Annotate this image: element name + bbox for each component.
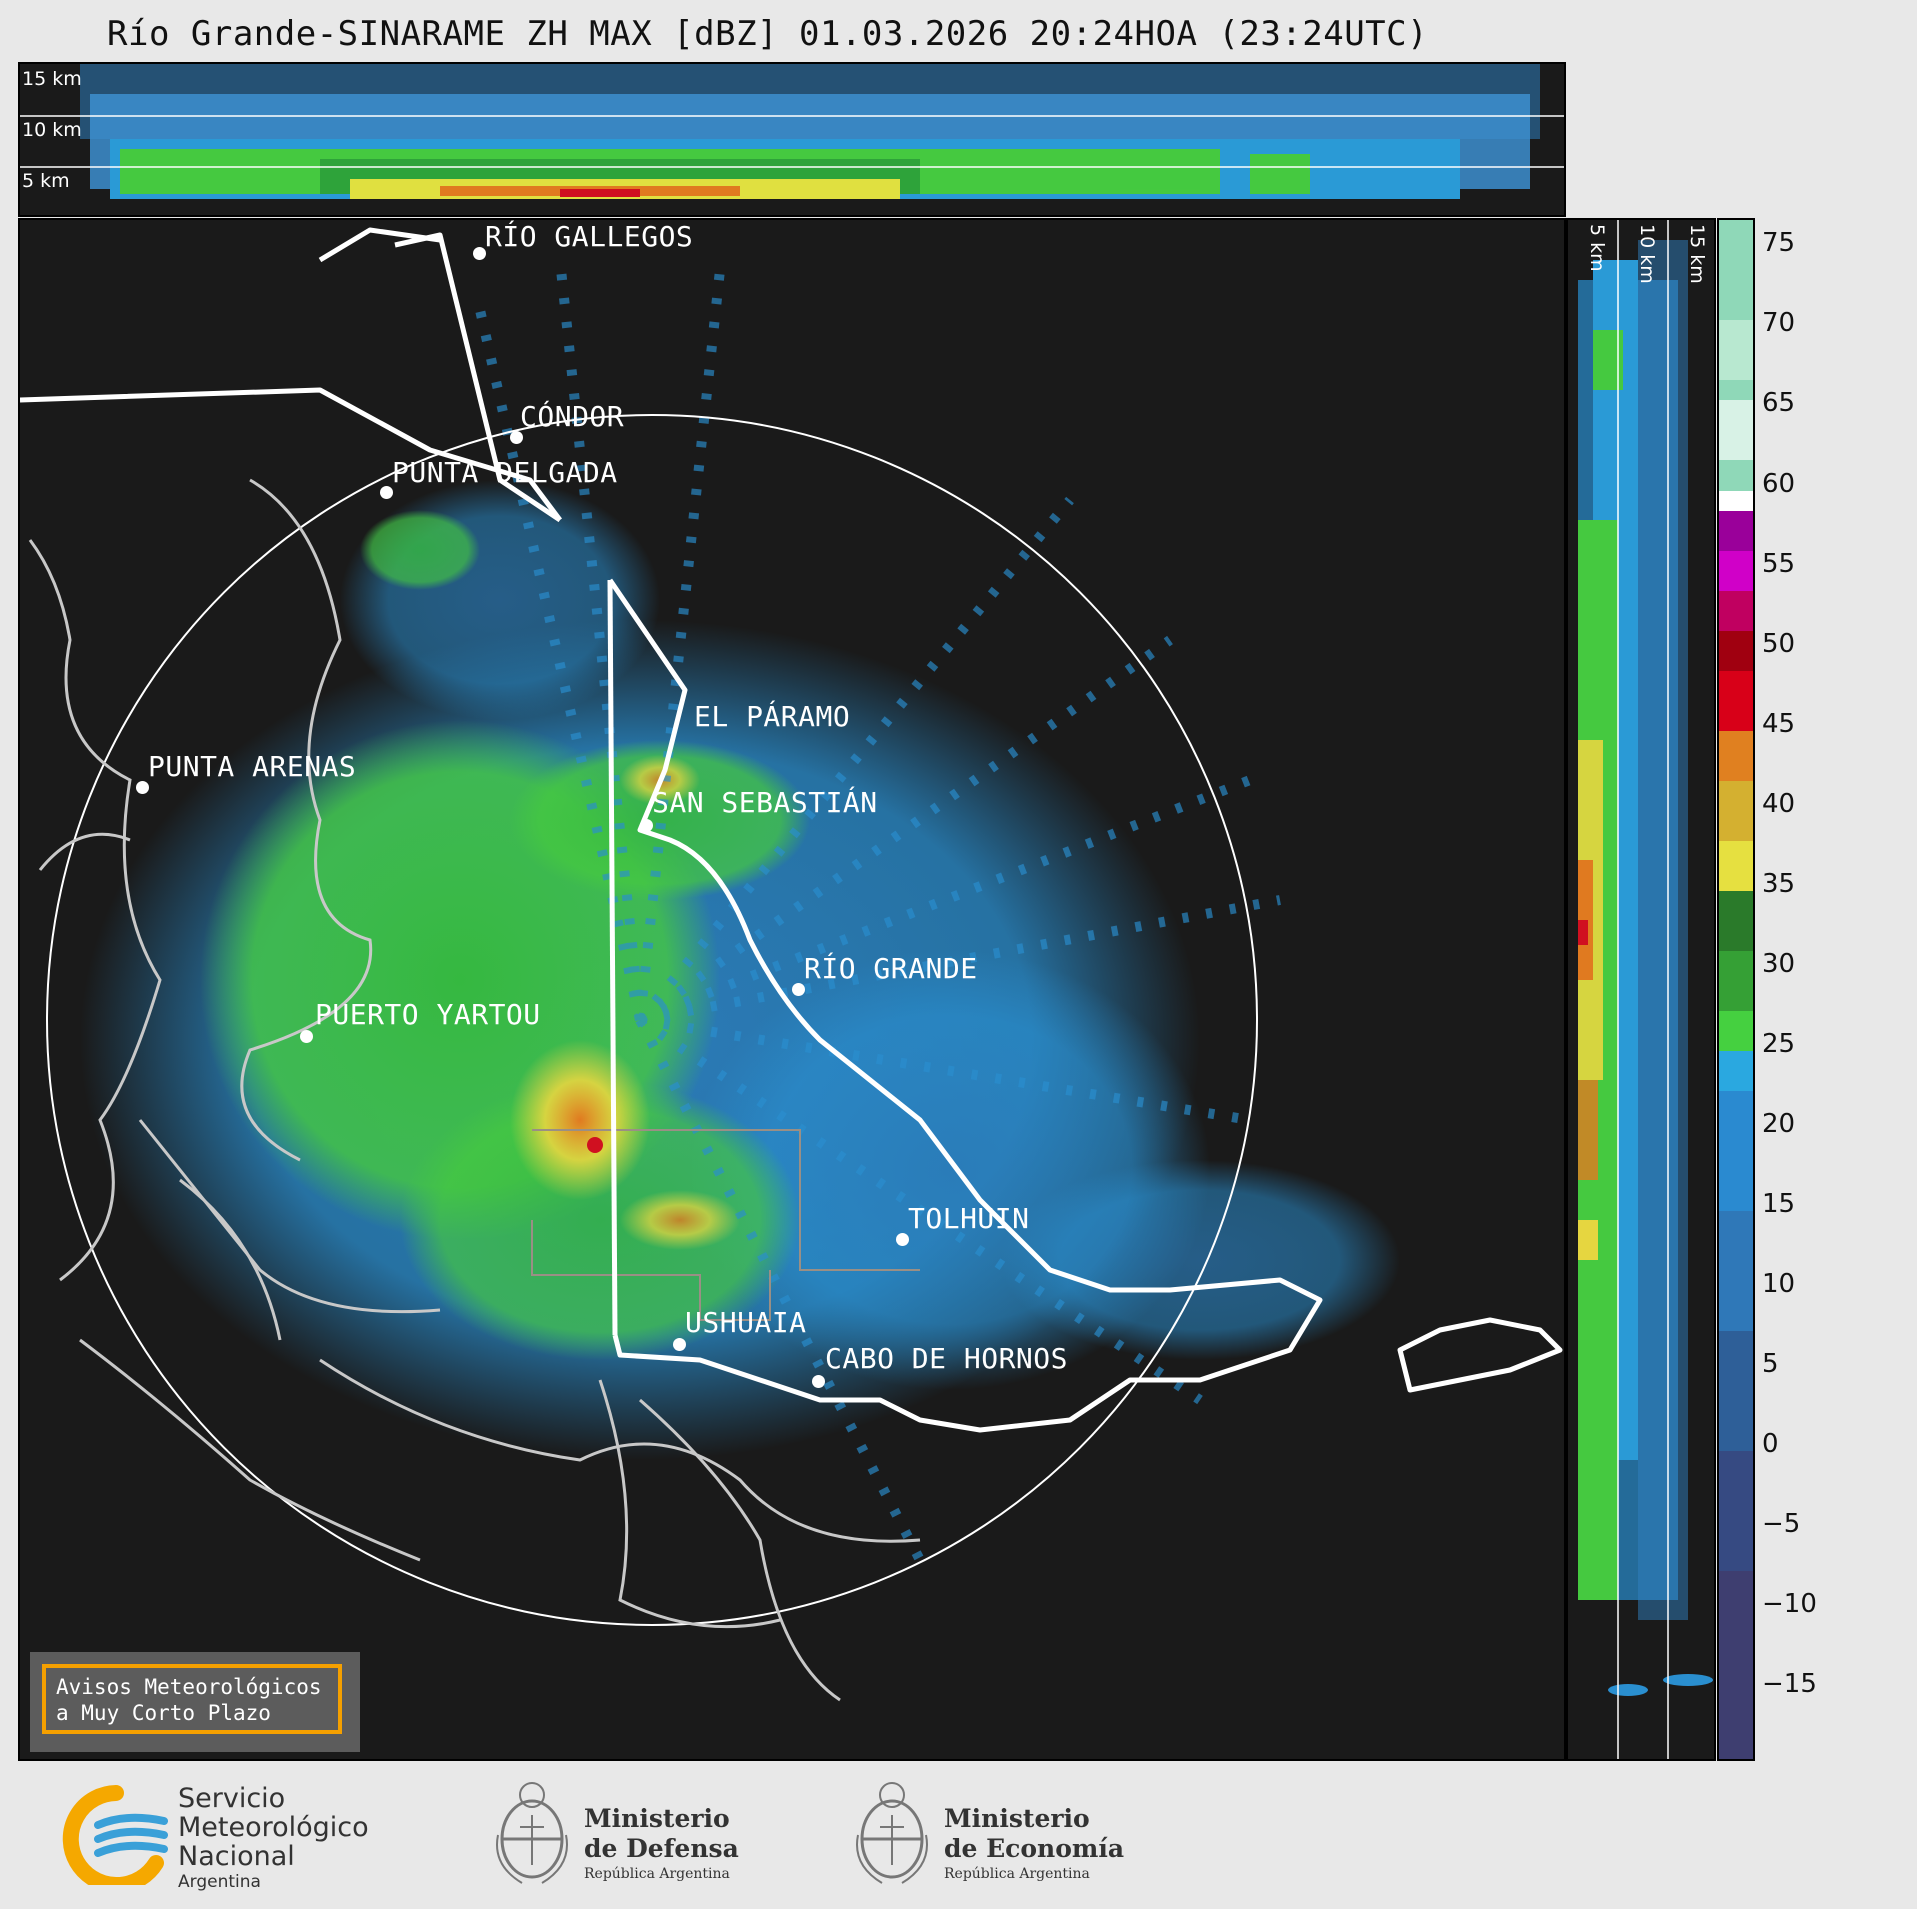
side-echo-cross-section (1578, 220, 1713, 1759)
notice-line-1: Avisos Meteorológicos (56, 1675, 322, 1699)
city-label-cabo-de-hornos: CABO DE HORNOS (825, 1342, 1069, 1375)
colorbar-tick: 10 (1762, 1269, 1796, 1299)
argentina-coat-of-arms-icon (856, 1782, 928, 1884)
radar-map[interactable]: RÍO GALLEGOS CÓNDOR PUNTA DELGADA EL PÁR… (18, 218, 1566, 1761)
argentina-coat-of-arms-icon (496, 1782, 568, 1884)
city-dot (473, 247, 486, 260)
colorbar-tick: 50 (1762, 629, 1796, 659)
city-label-punta-arenas: PUNTA ARENAS (148, 750, 357, 783)
altitude-label-5km: 5 km (22, 170, 70, 192)
colorbar-tick: 55 (1762, 549, 1796, 579)
side-altitude-panel: 5 km 10 km 15 km (1566, 218, 1716, 1761)
smn-line-3: Nacional (178, 1841, 295, 1872)
notice-badge-frame: Avisos Meteorológicos a Muy Corto Plazo (42, 1664, 342, 1734)
dbz-colorbar (1717, 218, 1755, 1761)
colorbar-tick: 5 (1762, 1349, 1779, 1379)
colorbar-tick: 40 (1762, 789, 1796, 819)
colorbar-tick: 25 (1762, 1029, 1796, 1059)
smn-line-2: Meteorológico (178, 1812, 369, 1843)
city-label-tolhuin: TOLHUIN (908, 1202, 1030, 1235)
colorbar-tick: 35 (1762, 869, 1796, 899)
colorbar-tick: 20 (1762, 1109, 1796, 1139)
colorbar-gradient (1719, 220, 1753, 1759)
economia-line-2: de Economía (944, 1834, 1125, 1863)
page-title: Río Grande-SINARAME ZH MAX [dBZ] 01.03.2… (107, 14, 1429, 54)
side-altitude-label-15km: 15 km (1686, 224, 1708, 284)
side-altitude-label-10km: 10 km (1636, 224, 1658, 284)
colorbar-tick: 45 (1762, 709, 1796, 739)
city-label-punta-delgada: PUNTA DELGADA (392, 456, 618, 489)
colorbar-tick: 15 (1762, 1189, 1796, 1219)
top-echo-cross-section (20, 64, 1564, 199)
colorbar-tick: 75 (1762, 228, 1796, 258)
altitude-label-15km: 15 km (22, 68, 82, 90)
colorbar-tick: −15 (1762, 1669, 1817, 1699)
top-altitude-panel: 15 km 10 km 5 km (18, 62, 1566, 217)
city-label-rio-grande: RÍO GRANDE (804, 952, 978, 985)
city-dot (812, 1375, 825, 1388)
altitude-label-10km: 10 km (22, 119, 82, 141)
city-label-ushuaia: USHUAIA (685, 1306, 807, 1339)
city-dot (673, 1338, 686, 1351)
city-label-el-paramo: EL PÁRAMO (694, 700, 851, 733)
city-label-puerto-yartou: PUERTO YARTOU (315, 998, 541, 1031)
city-label-san-sebastian: SAN SEBASTIÁN (652, 786, 878, 819)
city-dot (380, 486, 393, 499)
economia-line-3: República Argentina (944, 1866, 1090, 1882)
colorbar-tick: 65 (1762, 388, 1796, 418)
city-dot (640, 819, 653, 832)
colorbar-tick: 70 (1762, 308, 1796, 338)
colorbar-tick: −10 (1762, 1589, 1817, 1619)
notice-badge[interactable]: Avisos Meteorológicos a Muy Corto Plazo (30, 1652, 360, 1752)
defensa-line-1: Ministerio (584, 1804, 730, 1833)
smn-line-4: Argentina (178, 1872, 261, 1892)
city-dot (300, 1030, 313, 1043)
colorbar-tick: 30 (1762, 949, 1796, 979)
economia-line-1: Ministerio (944, 1804, 1090, 1833)
city-label-rio-gallegos: RÍO GALLEGOS (485, 220, 694, 253)
colorbar-tick: 0 (1762, 1429, 1779, 1459)
radar-reflectivity-map (20, 227, 1563, 1702)
city-label-condor: CÓNDOR (520, 400, 625, 433)
colorbar-tick: −5 (1762, 1509, 1801, 1539)
city-dot (136, 781, 149, 794)
colorbar-tick: 60 (1762, 469, 1796, 499)
smn-line-1: Servicio (178, 1783, 286, 1814)
city-dot (792, 983, 805, 996)
notice-line-2: a Muy Corto Plazo (56, 1701, 271, 1725)
smn-emblem (62, 1785, 168, 1885)
city-dot (510, 431, 523, 444)
defensa-line-2: de Defensa (584, 1834, 739, 1863)
side-altitude-label-5km: 5 km (1586, 224, 1608, 272)
defensa-line-3: República Argentina (584, 1866, 730, 1882)
city-dot (896, 1233, 909, 1246)
